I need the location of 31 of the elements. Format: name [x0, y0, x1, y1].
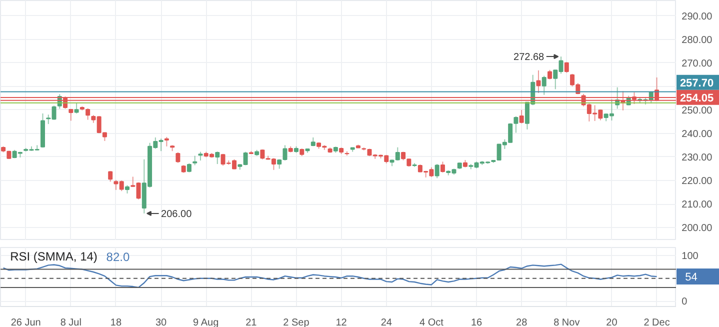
x-tick-label: 2 Dec	[644, 318, 670, 327]
annotation: 82.0	[106, 250, 130, 264]
ref-line-label: 254.05	[680, 92, 714, 104]
y-tick-label: 280.00	[682, 34, 713, 46]
y-tick-label: 240.00	[682, 128, 713, 140]
y-tick-label: 210.00	[682, 200, 713, 211]
y-tick-label: 200.00	[682, 223, 713, 234]
y-tick-label: 220.00	[682, 176, 713, 187]
ref-line-label: 257.70	[680, 77, 714, 90]
annotation: 206.00	[161, 208, 192, 220]
y-tick-label: 100	[682, 251, 699, 262]
annotation: 272.68	[514, 52, 545, 64]
x-tick-label: 4 Oct	[420, 318, 444, 327]
y-tick-label: 230.00	[682, 152, 713, 164]
x-tick-label: 21	[246, 318, 258, 327]
x-tick-label: 26 Jun	[10, 318, 41, 327]
x-tick-label: 30	[155, 318, 168, 327]
x-tick-label: 28	[516, 318, 528, 327]
x-tick-label: 24	[380, 318, 392, 327]
x-tick-label: 18	[110, 318, 122, 327]
y-tick-label: 0	[682, 296, 688, 308]
text: 54	[685, 272, 698, 284]
y-tick-label: 290.00	[682, 11, 713, 22]
y-tick-label: 270.00	[682, 58, 713, 70]
chart-title: RSI (SMMA, 14)	[10, 250, 98, 264]
x-tick-label: 8 Nov	[554, 318, 580, 327]
x-tick-label: 8 Jul	[60, 318, 82, 327]
y-tick-label: 250.00	[682, 105, 713, 116]
x-tick-label: 16	[470, 318, 483, 327]
x-tick-label: 12	[336, 318, 348, 327]
x-tick-label: 20	[606, 318, 618, 327]
